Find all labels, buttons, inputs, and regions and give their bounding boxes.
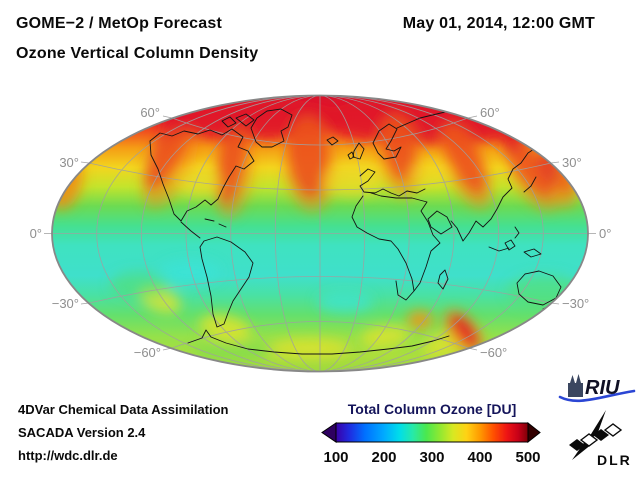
colorbar-tick-400: 400 [467, 449, 492, 466]
lat-label-left-m60: −60° [134, 345, 161, 360]
dlr-logo-text: DLR [597, 452, 632, 468]
colorbar-tick-200: 200 [371, 449, 396, 466]
page-subtitle: Ozone Vertical Column Density [16, 45, 259, 62]
lat-label-left-0: 0° [30, 226, 42, 241]
graticule [44, 95, 596, 372]
dlr-logo: DLR [569, 410, 632, 468]
assimilation-label: 4DVar Chemical Data Assimilation [18, 402, 229, 417]
riu-swoosh [558, 389, 636, 403]
lat-label-left-60: 60° [140, 105, 160, 120]
colorbar-gradient-bar [335, 422, 529, 443]
lat-label-right-m30: −30° [562, 296, 589, 311]
lat-label-right-0: 0° [599, 226, 611, 241]
riu-cathedral-icon [568, 374, 583, 397]
lat-label-left-30: 30° [59, 155, 79, 170]
map-ellipse-border [51, 94, 589, 373]
lat-label-right-60: 60° [480, 105, 500, 120]
page-title: GOME−2 / MetOp Forecast [16, 15, 222, 32]
colorbar-tick-300: 300 [419, 449, 444, 466]
dlr-star-icon [569, 410, 623, 460]
latitude-labels: 60° 30° 0° −30° −60° 60° 30° 0° −30° −60… [30, 105, 612, 360]
riu-logo-text: RIU [585, 377, 620, 399]
lat-label-left-m30: −30° [52, 296, 79, 311]
colorbar-right-arrow [527, 421, 541, 444]
riu-logo: RIU [558, 374, 636, 403]
colorbar-left-arrow [321, 422, 337, 443]
lat-label-right-30: 30° [562, 155, 582, 170]
coastlines [149, 108, 583, 355]
lat-label-right-m60: −60° [480, 345, 507, 360]
colorbar: Total Column Ozone [DU] 100 200 300 400 … [321, 401, 541, 466]
colorbar-tick-500: 500 [515, 449, 540, 466]
forecast-datetime: May 01, 2014, 12:00 GMT [402, 15, 595, 32]
version-label: SACADA Version 2.4 [18, 425, 146, 440]
colorbar-tick-100: 100 [323, 449, 348, 466]
colorbar-title: Total Column Ozone [DU] [348, 401, 517, 417]
website-url: http://wdc.dlr.de [18, 448, 118, 463]
colorbar-tick-labels: 100 200 300 400 500 [323, 449, 540, 466]
